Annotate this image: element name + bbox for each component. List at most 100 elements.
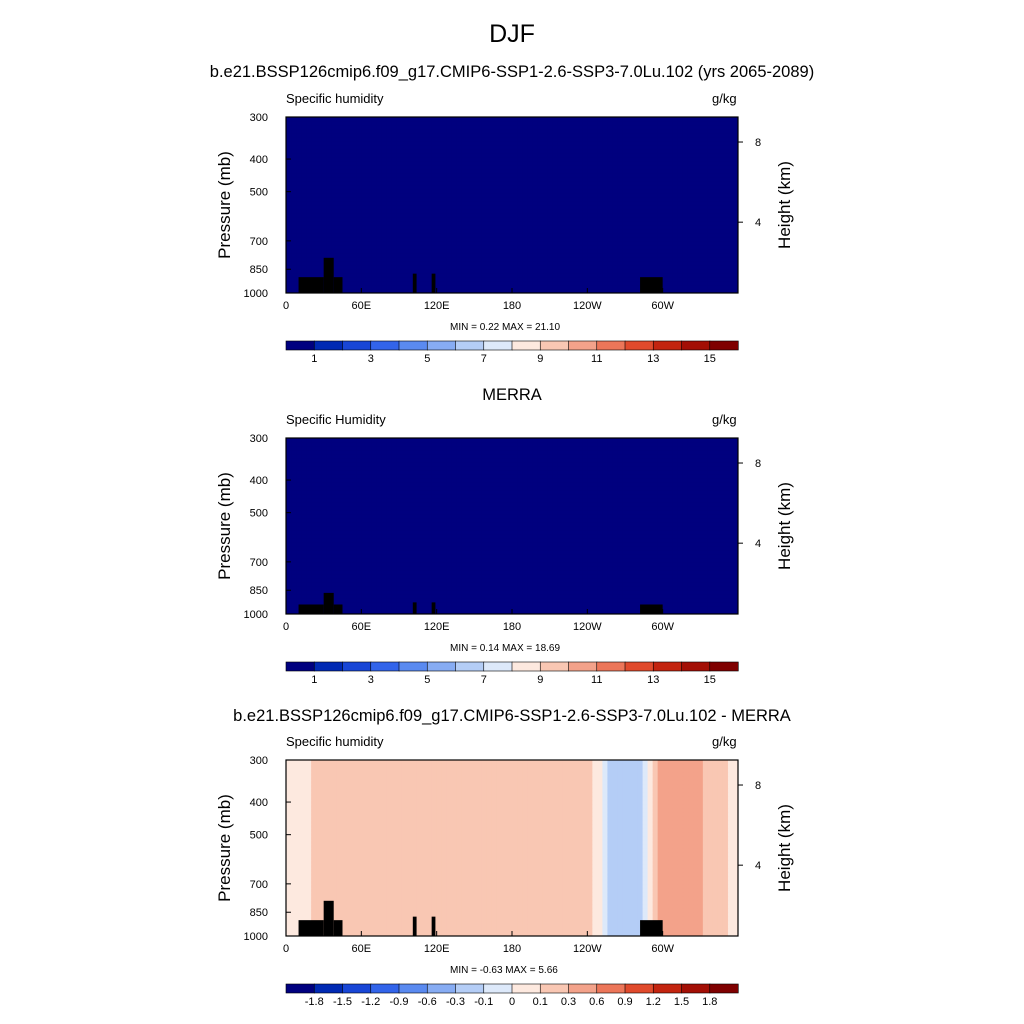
colorbar-label: 0.1 (533, 996, 548, 1008)
colorbar-swatch (370, 661, 400, 672)
colorbar-swatch (539, 661, 570, 672)
colorbar-label: 13 (647, 353, 659, 365)
topography-block (640, 920, 663, 936)
colorbar-swatch (342, 661, 372, 672)
height-tick-label: 8 (755, 458, 761, 470)
colorbar-label: 1.2 (646, 996, 661, 1008)
topography-block (640, 604, 663, 614)
x-tick-label: 0 (283, 621, 289, 633)
panel3-field (286, 760, 738, 936)
colorbar-label: 15 (704, 353, 716, 365)
x-tick-label: 60E (352, 621, 372, 633)
colorbar-swatch (652, 340, 683, 351)
y-tick-label: 700 (250, 557, 268, 569)
x-tick-label: 120E (424, 943, 450, 955)
x-tick-label: 180 (503, 300, 521, 312)
colorbar-swatch (285, 983, 315, 994)
colorbar-swatch (568, 983, 598, 994)
colorbar-label: -0.3 (446, 996, 465, 1008)
panel3-left-label: Specific humidity (286, 734, 384, 749)
colorbar-label: -0.9 (390, 996, 409, 1008)
colorbar-swatch (342, 340, 372, 351)
panel1-stats: MIN = 0.22 MAX = 21.10 (450, 322, 561, 333)
colorbar-swatch (624, 661, 654, 672)
colorbar-label: 7 (481, 353, 487, 365)
colorbar-swatch (652, 661, 683, 672)
x-tick-label: 60W (651, 300, 674, 312)
colorbar-swatch (483, 340, 513, 351)
y-tick-label: 400 (250, 797, 268, 809)
panel2-left-label: Specific Humidity (286, 412, 386, 427)
panel2-title: MERRA (482, 386, 542, 404)
y-tick-label: 400 (250, 475, 268, 487)
x-tick-label: 120W (573, 621, 602, 633)
colorbar-swatch (342, 983, 372, 994)
y-tick-label: 500 (250, 187, 268, 199)
colorbar-swatch (624, 340, 654, 351)
colorbar-swatch (370, 983, 400, 994)
colorbar-swatch (709, 340, 739, 351)
colorbar-swatch (539, 340, 570, 351)
colorbar-swatch (455, 340, 485, 351)
y-tick-label: 1000 (244, 609, 268, 621)
panel1-plot: 0 60E 120E 180 120W 60W 300 400 500 700 850 1000 8 4 (244, 112, 762, 312)
colorbar-swatch (313, 661, 344, 672)
panel1-units-label: g/kg (712, 91, 737, 106)
colorbar-label: 1.5 (674, 996, 689, 1008)
colorbar-label: -1.8 (305, 996, 324, 1008)
colorbar-swatch (426, 661, 457, 672)
colorbar-swatch (455, 983, 485, 994)
colorbar-label: 9 (537, 353, 543, 365)
panel2-stats: MIN = 0.14 MAX = 18.69 (450, 643, 561, 654)
colorbar-swatch (511, 661, 541, 672)
topography-block (333, 920, 343, 936)
topography-block (323, 592, 334, 614)
y-tick-label: 300 (250, 112, 268, 124)
colorbar-swatch (426, 983, 457, 994)
colorbar-label: 0.3 (561, 996, 576, 1008)
x-tick-label: 120E (424, 621, 450, 633)
x-tick-label: 120E (424, 300, 450, 312)
colorbar-label: 11 (591, 674, 602, 686)
main-title: DJF (489, 20, 535, 48)
topography-block (412, 916, 417, 936)
colorbar-swatch (483, 983, 513, 994)
topography-block (431, 602, 436, 614)
panel2-plot: 0 60E 120E 180 120W 60W 300 400 500 700 850 1000 8 4 (244, 433, 762, 633)
colorbar-label: 3 (368, 674, 374, 686)
topography-block (431, 273, 436, 293)
colorbar-swatch (568, 340, 598, 351)
topography-block (323, 257, 334, 293)
colorbar-swatch (285, 661, 315, 672)
colorbar-swatch (398, 340, 428, 351)
colorbar-label: 0.6 (589, 996, 604, 1008)
panel1-field (286, 117, 738, 293)
x-tick-label: 0 (283, 943, 289, 955)
height-tick-label: 8 (755, 780, 761, 792)
colorbar-label: 3 (368, 353, 374, 365)
colorbar-label: -1.5 (333, 996, 352, 1008)
colorbar-label: 0.9 (617, 996, 632, 1008)
colorbar-label: 11 (591, 353, 602, 365)
panel1-left-label: Specific humidity (286, 91, 384, 106)
x-tick-label: 180 (503, 943, 521, 955)
colorbar-swatch (426, 340, 457, 351)
x-tick-label: 60E (352, 943, 372, 955)
y-tick-label: 850 (250, 585, 268, 597)
y-tick-label: 300 (250, 433, 268, 445)
colorbar-swatch (681, 340, 711, 351)
colorbar-label: 9 (537, 674, 543, 686)
colorbar-label: -0.6 (418, 996, 437, 1008)
colorbar-swatch (681, 983, 711, 994)
colorbar-swatch (709, 661, 739, 672)
colorbar-label: 5 (424, 674, 430, 686)
colorbar-swatch (455, 661, 485, 672)
colorbar-label: 13 (647, 674, 659, 686)
topography-block (412, 273, 417, 293)
panel3-title: b.e21.BSSP126cmip6.f09_g17.CMIP6-SSP1-2.… (233, 707, 791, 725)
colorbar-label: 1 (311, 353, 317, 365)
topography-block (298, 277, 324, 293)
panel3-plot: 0 60E 120E 180 120W 60W 300 400 500 700 850 1000 8 4 (244, 755, 762, 955)
topography-block (431, 916, 436, 936)
colorbar-swatch (596, 983, 626, 994)
